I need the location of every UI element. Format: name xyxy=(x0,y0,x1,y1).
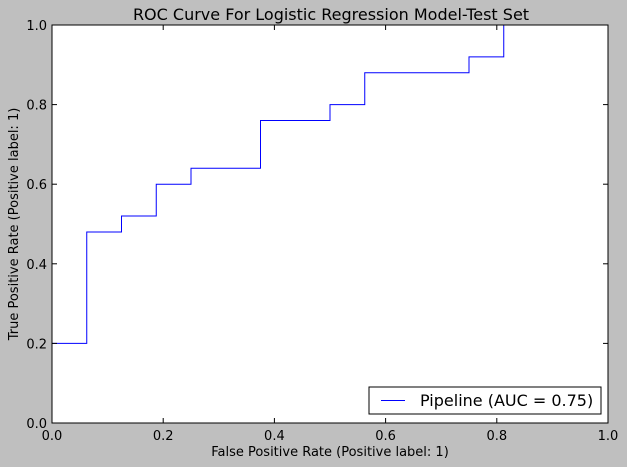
x-tick-label: 0.2 xyxy=(153,429,174,444)
series-layer xyxy=(51,25,505,423)
y-tick-label: 0.8 xyxy=(26,99,47,114)
legend: Pipeline (AUC = 0.75) xyxy=(368,386,602,415)
x-tick-label: 1.0 xyxy=(598,429,619,444)
chart-title: ROC Curve For Logistic Regression Model-… xyxy=(133,5,529,24)
x-tick-label: 0.8 xyxy=(486,429,507,444)
y-tick-label: 0.6 xyxy=(26,178,47,193)
x-tick-label: 0.0 xyxy=(42,429,63,444)
y-tick-label: 0.4 xyxy=(26,258,47,273)
series-line-0 xyxy=(51,25,505,423)
plot-frame xyxy=(51,24,609,424)
y-axis-label: True Positive Rate (Positive label: 1) xyxy=(7,108,22,342)
y-tick-label: 1.0 xyxy=(26,19,47,34)
y-tick-label: 0.2 xyxy=(26,337,47,352)
legend-label-pipeline: Pipeline (AUC = 0.75) xyxy=(420,391,593,410)
y-tick-label: 0.0 xyxy=(26,417,47,432)
ticks-layer: 0.0 0.2 0.4 0.6 0.8 1.0 0.0 0.2 0.4 0.6 0.8 1.0 xyxy=(26,19,618,444)
x-tick-label: 0.4 xyxy=(264,429,285,444)
x-tick-label: 0.6 xyxy=(375,429,396,444)
legend-box xyxy=(368,386,602,415)
x-axis-label: False Positive Rate (Positive label: 1) xyxy=(211,445,449,460)
plot-area xyxy=(52,25,608,423)
